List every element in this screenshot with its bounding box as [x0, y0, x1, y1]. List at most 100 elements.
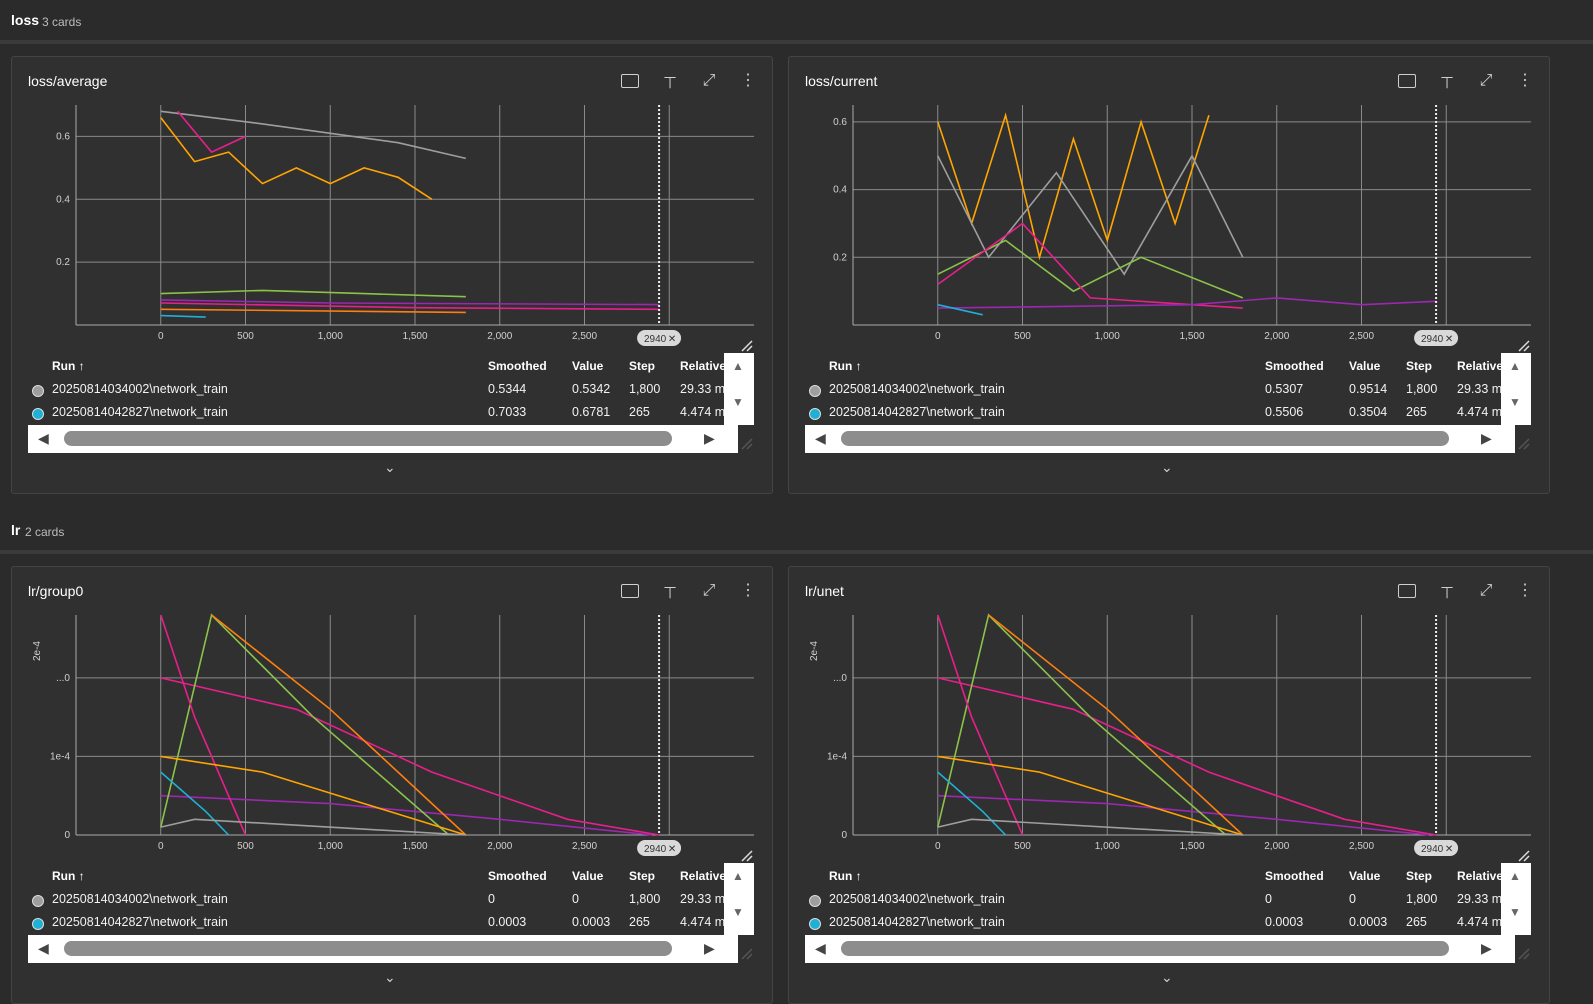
column-header[interactable]: Run ↑: [52, 869, 85, 883]
fullscreen-icon[interactable]: ⤢: [702, 582, 716, 599]
more-options-icon[interactable]: ⋮: [1517, 582, 1533, 599]
scrollbar-thumb[interactable]: [64, 941, 672, 956]
expand-chevron-icon[interactable]: ⌄: [1161, 969, 1173, 985]
column-header[interactable]: Step: [1406, 869, 1433, 883]
table-row[interactable]: 20250814034002\network_train 0.5344 0.5342…: [12, 381, 740, 401]
table-row[interactable]: 20250814042827\network_train 0.0003 0.0003…: [789, 914, 1517, 934]
close-icon[interactable]: ✕: [668, 844, 676, 855]
vertical-scrollbar[interactable]: ▲ ▼: [1501, 863, 1531, 935]
horizontal-scrollbar[interactable]: ◀ ▶: [28, 935, 738, 963]
table-row[interactable]: 20250814042827\network_train 0.0003 0.0003…: [12, 914, 740, 934]
scroll-down-icon[interactable]: ▼: [1509, 905, 1521, 919]
close-icon[interactable]: ✕: [668, 334, 676, 345]
scroll-left-icon[interactable]: ◀: [38, 940, 49, 956]
table-row[interactable]: 20250814034002\network_train 0 0 1,800 29.33…: [789, 891, 1517, 911]
expand-chevron-icon[interactable]: ⌄: [1161, 459, 1173, 475]
horizontal-scrollbar[interactable]: ◀ ▶: [805, 935, 1515, 963]
close-icon[interactable]: ✕: [1445, 844, 1453, 855]
scroll-down-icon[interactable]: ▼: [732, 905, 744, 919]
scroll-up-icon[interactable]: ▲: [732, 869, 744, 883]
column-header[interactable]: Smoothed: [488, 869, 547, 883]
line-chart[interactable]: 0 500 1,000 1,500 2,000 2,500 0.2 0.4 0.6 2940 ✕: [28, 101, 756, 351]
table-row[interactable]: 20250814042827\network_train 0.7033 0.6781…: [12, 404, 740, 424]
chart-resize-handle[interactable]: [740, 339, 754, 353]
step-marker-badge[interactable]: [1414, 330, 1459, 346]
table-resize-handle[interactable]: [740, 947, 754, 961]
table-row[interactable]: 20250814034002\network_train 0.5307 0.9514…: [789, 381, 1517, 401]
table-resize-handle[interactable]: [740, 437, 754, 451]
table-resize-handle[interactable]: [1517, 947, 1531, 961]
table-resize-handle[interactable]: [1517, 437, 1531, 451]
scrollbar-thumb[interactable]: [841, 941, 1449, 956]
column-header[interactable]: Smoothed: [488, 359, 547, 373]
run-color-dot[interactable]: [809, 895, 821, 907]
column-header[interactable]: Smoothed: [1265, 869, 1324, 883]
scroll-left-icon[interactable]: ◀: [815, 430, 826, 446]
more-options-icon[interactable]: ⋮: [740, 582, 756, 599]
fit-domain-icon[interactable]: [1395, 69, 1419, 93]
fit-domain-icon[interactable]: [618, 69, 642, 93]
group-header-loss[interactable]: loss 3 cards: [0, 0, 1593, 44]
scroll-left-icon[interactable]: ◀: [38, 430, 49, 446]
expand-chevron-icon[interactable]: ⌄: [384, 459, 396, 475]
column-header[interactable]: Value: [572, 869, 604, 883]
chart-resize-handle[interactable]: [1517, 849, 1531, 863]
run-color-dot[interactable]: [32, 918, 44, 930]
scroll-up-icon[interactable]: ▲: [732, 359, 744, 373]
scroll-right-icon[interactable]: ▶: [704, 940, 715, 956]
column-header[interactable]: Run ↑: [829, 869, 862, 883]
scroll-down-icon[interactable]: ▼: [1509, 395, 1521, 409]
run-color-dot[interactable]: [32, 385, 44, 397]
vertical-scrollbar[interactable]: ▲ ▼: [1501, 353, 1531, 425]
column-header[interactable]: Step: [629, 359, 656, 373]
fit-domain-icon[interactable]: [618, 579, 642, 603]
column-header[interactable]: Value: [572, 359, 604, 373]
line-chart[interactable]: 0 500 1,000 1,500 2,000 2,500 0 1e-4 ...0 2e-4 294…: [805, 611, 1533, 861]
column-header[interactable]: Value: [1349, 359, 1381, 373]
pin-icon[interactable]: ⊥: [1440, 583, 1454, 600]
step-marker-badge[interactable]: [637, 840, 682, 856]
scroll-up-icon[interactable]: ▲: [1509, 869, 1521, 883]
pin-icon[interactable]: ⊥: [663, 583, 677, 600]
fullscreen-icon[interactable]: ⤢: [1479, 72, 1493, 89]
run-color-dot[interactable]: [809, 408, 821, 420]
run-color-dot[interactable]: [809, 918, 821, 930]
scrollbar-thumb[interactable]: [841, 431, 1449, 446]
pin-icon[interactable]: ⊥: [663, 73, 677, 90]
pin-icon[interactable]: ⊥: [1440, 73, 1454, 90]
horizontal-scrollbar[interactable]: ◀ ▶: [28, 425, 738, 453]
scroll-right-icon[interactable]: ▶: [1481, 430, 1492, 446]
chart-resize-handle[interactable]: [1517, 339, 1531, 353]
column-header[interactable]: Relative: [680, 359, 727, 373]
column-header[interactable]: Run ↑: [829, 359, 862, 373]
more-options-icon[interactable]: ⋮: [1517, 72, 1533, 89]
fullscreen-icon[interactable]: ⤢: [702, 72, 716, 89]
run-color-dot[interactable]: [809, 385, 821, 397]
table-row[interactable]: 20250814042827\network_train 0.5506 0.3504…: [789, 404, 1517, 424]
step-marker-badge[interactable]: [637, 330, 682, 346]
horizontal-scrollbar[interactable]: ◀ ▶: [805, 425, 1515, 453]
scrollbar-thumb[interactable]: [64, 431, 672, 446]
column-header[interactable]: Run ↑: [52, 359, 85, 373]
vertical-scrollbar[interactable]: ▲ ▼: [724, 353, 754, 425]
expand-chevron-icon[interactable]: ⌄: [384, 969, 396, 985]
column-header[interactable]: Value: [1349, 869, 1381, 883]
run-color-dot[interactable]: [32, 408, 44, 420]
column-header[interactable]: Relative: [680, 869, 727, 883]
column-header[interactable]: Smoothed: [1265, 359, 1324, 373]
scroll-left-icon[interactable]: ◀: [815, 940, 826, 956]
vertical-scrollbar[interactable]: ▲ ▼: [724, 863, 754, 935]
table-row[interactable]: 20250814034002\network_train 0 0 1,800 29.33…: [12, 891, 740, 911]
column-header[interactable]: Relative: [1457, 359, 1504, 373]
scroll-right-icon[interactable]: ▶: [1481, 940, 1492, 956]
column-header[interactable]: Step: [629, 869, 656, 883]
fullscreen-icon[interactable]: ⤢: [1479, 582, 1493, 599]
more-options-icon[interactable]: ⋮: [740, 72, 756, 89]
scroll-down-icon[interactable]: ▼: [732, 395, 744, 409]
step-marker-badge[interactable]: [1414, 840, 1459, 856]
close-icon[interactable]: ✕: [1445, 334, 1453, 345]
fit-domain-icon[interactable]: [1395, 579, 1419, 603]
column-header[interactable]: Relative: [1457, 869, 1504, 883]
group-header-lr[interactable]: lr 2 cards: [0, 510, 1593, 554]
line-chart[interactable]: 0 500 1,000 1,500 2,000 2,500 0 1e-4 ...0 2e-4 294…: [28, 611, 756, 861]
